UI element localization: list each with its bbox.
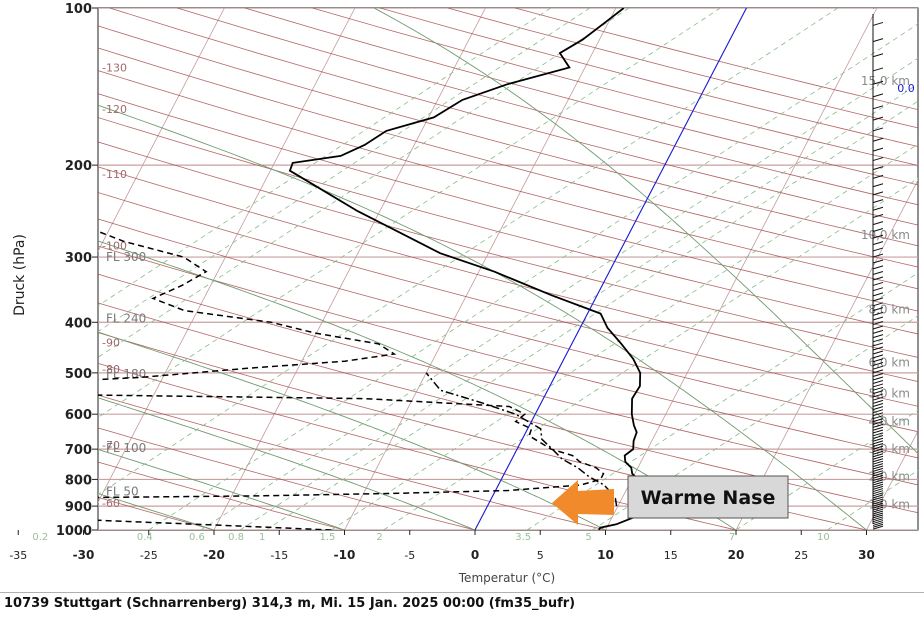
mixing-ratio-label: 2 xyxy=(376,532,382,543)
mixing-ratio-label: 0.4 xyxy=(137,532,153,543)
y-axis-label: Druck (hPa) xyxy=(12,234,28,316)
pressure-tick-label: 600 xyxy=(65,408,92,423)
height-label: 10,0 km xyxy=(861,228,910,242)
pressure-tick-label: 100 xyxy=(65,2,92,17)
temperature-tick-label: -15 xyxy=(270,549,288,562)
flight-level-label: FL 180 xyxy=(106,367,146,381)
temperature-tick-label: 5 xyxy=(537,549,544,562)
pressure-tick-label: 500 xyxy=(65,367,92,382)
isotherm-label: -110 xyxy=(102,168,127,181)
isotherm-label: -90 xyxy=(102,336,120,349)
isotherm-label: -60 xyxy=(102,497,120,510)
pressure-tick-label: 900 xyxy=(65,500,92,515)
pressure-tick-label: 400 xyxy=(65,316,92,331)
flight-level-label: FL 300 xyxy=(106,250,146,264)
mixing-ratio-label: 5 xyxy=(585,532,591,543)
temperature-tick-label: -25 xyxy=(140,549,158,562)
status-bar: 10739 Stuttgart (Schnarrenberg) 314,3 m,… xyxy=(0,592,924,617)
pressure-tick-label: 200 xyxy=(65,159,92,174)
pressure-tick-label: 1000 xyxy=(56,524,92,539)
temperature-tick-label: 0 xyxy=(471,548,479,562)
temperature-tick-label: -35 xyxy=(9,549,27,562)
mixing-ratio-label: 1.5 xyxy=(319,532,335,543)
temperature-tick-label: 10 xyxy=(597,548,614,562)
temperature-tick-label: 15 xyxy=(664,549,678,562)
mixing-ratio-label: 0.8 xyxy=(228,532,244,543)
flight-level-label: FL 240 xyxy=(106,311,146,325)
temperature-tick-label: -30 xyxy=(73,548,95,562)
flight-level-label: FL 50 xyxy=(106,484,139,498)
temperature-tick-label: -20 xyxy=(203,548,225,562)
temperature-tick-label: 25 xyxy=(794,549,808,562)
isotherm-label: -120 xyxy=(102,103,127,116)
station-info-text: 10739 Stuttgart (Schnarrenberg) 314,3 m,… xyxy=(4,596,575,611)
temperature-tick-label: -10 xyxy=(334,548,356,562)
mixing-ratio-label: 3.5 xyxy=(515,532,531,543)
mixing-ratio-label: 1 xyxy=(259,532,265,543)
mixing-ratio-label: 0.6 xyxy=(189,532,205,543)
temperature-tick-label: 30 xyxy=(858,548,875,562)
pressure-tick-label: 800 xyxy=(65,473,92,488)
mixing-ratio-label: 0.2 xyxy=(32,532,48,543)
height-label: 15,0 km xyxy=(861,74,910,88)
pressure-tick-label: 700 xyxy=(65,443,92,458)
mixing-ratio-label: 10 xyxy=(817,532,830,543)
temperature-tick-label: 20 xyxy=(728,548,745,562)
temperature-tick-label: -5 xyxy=(404,549,415,562)
annotation-text: Warme Nase xyxy=(641,487,776,509)
flight-level-label: FL 100 xyxy=(106,441,146,455)
isotherm-label: -130 xyxy=(102,62,127,75)
height-label: 2,0 km xyxy=(868,470,910,484)
pressure-tick-label: 300 xyxy=(65,251,92,266)
x-axis-label: Temperatur (°C) xyxy=(458,571,555,585)
plot-area xyxy=(98,8,918,530)
mixing-ratio-label: 7 xyxy=(729,532,735,543)
